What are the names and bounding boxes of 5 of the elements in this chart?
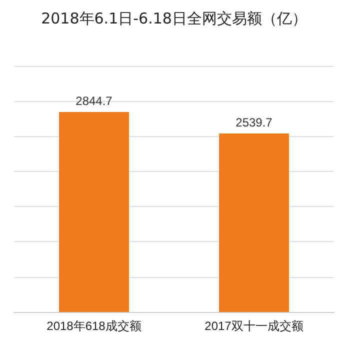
data-label: 2539.7 — [236, 115, 273, 130]
data-label: 2844.7 — [76, 94, 113, 108]
x-tick-label: 2017双十一成交额 — [204, 319, 304, 333]
chart-title: 2018年6.1日-6.18日全网交易额（亿） — [41, 10, 307, 28]
x-tick-label: 2018年618成交额 — [46, 319, 142, 333]
